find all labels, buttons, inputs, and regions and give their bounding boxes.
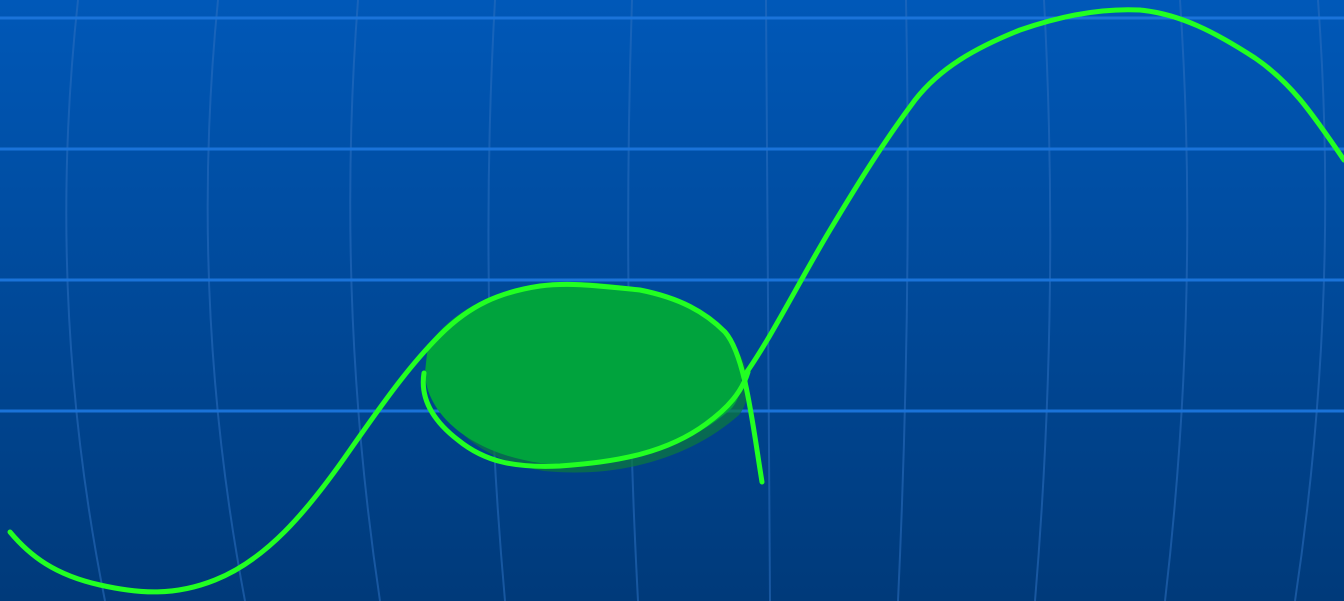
vertical-grid-line	[206, 0, 246, 601]
vertical-grid-line	[1164, 0, 1189, 601]
blob-fill	[425, 282, 742, 465]
vertical-grid-lines	[65, 0, 1327, 601]
main-curve-loop-segment	[7, 281, 765, 595]
vertical-grid-line	[1294, 0, 1327, 601]
vertical-grid-line	[65, 0, 106, 601]
vertical-grid-line	[349, 0, 381, 601]
vertical-grid-line	[765, 0, 771, 601]
main-curve-rise-segment	[741, 7, 1344, 379]
blob-outline	[420, 369, 751, 469]
vertical-grid-line	[897, 0, 909, 601]
vertical-grid-line	[1034, 0, 1052, 601]
